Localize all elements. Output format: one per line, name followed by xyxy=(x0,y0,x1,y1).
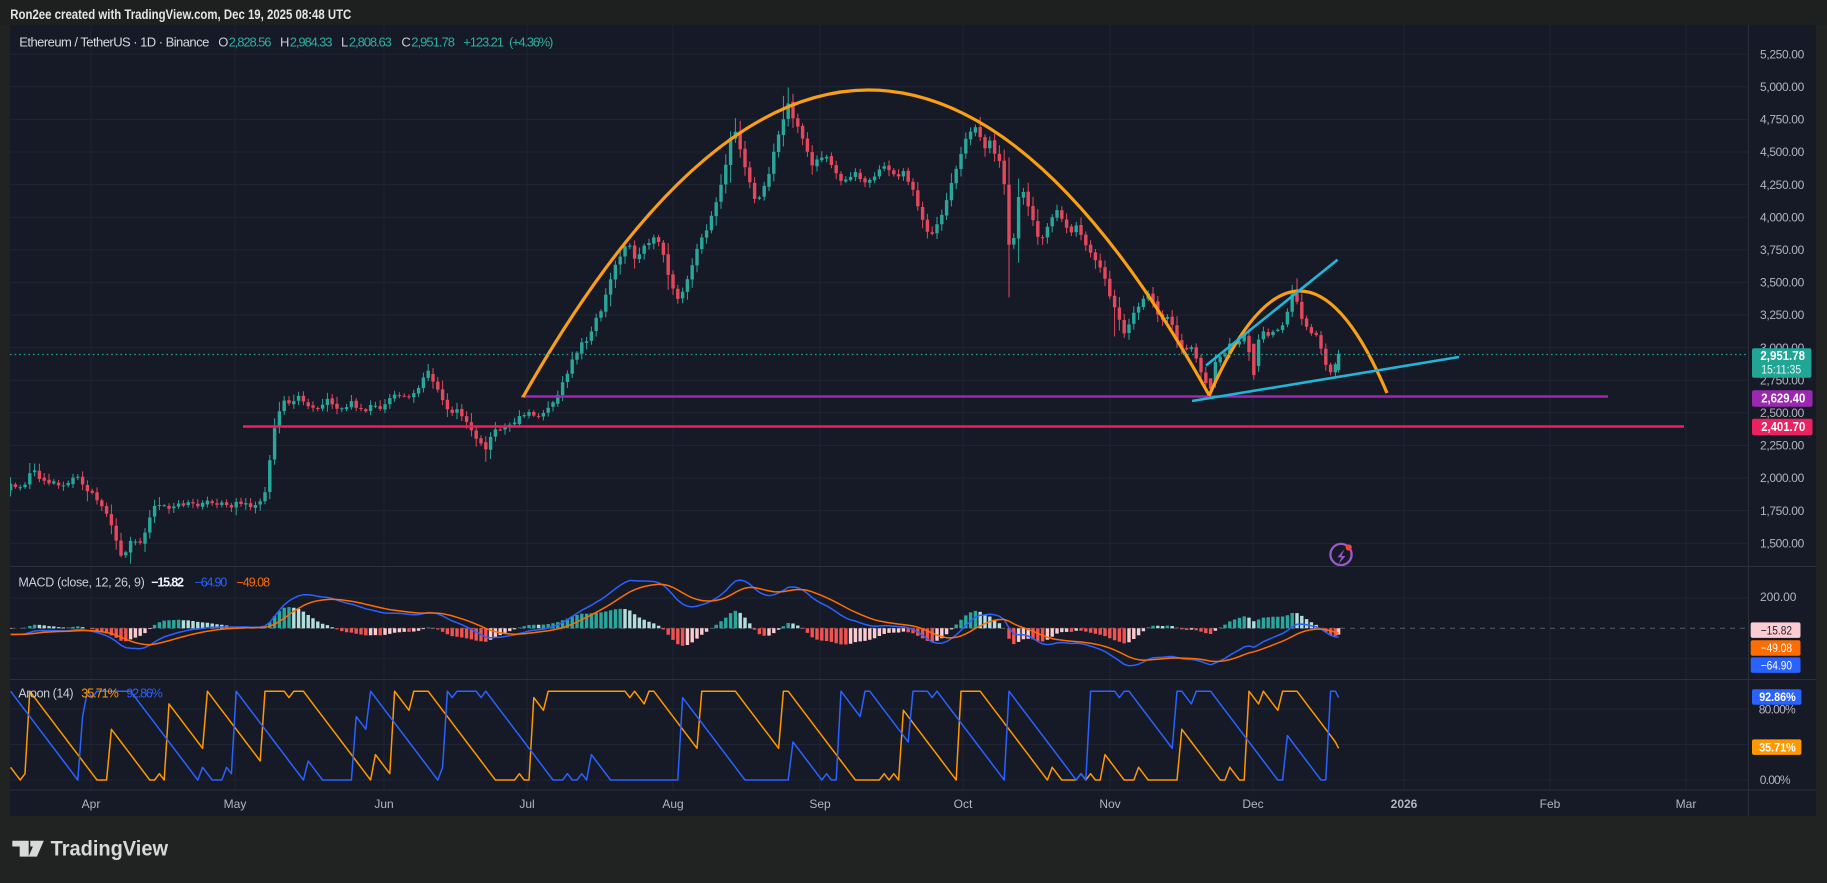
svg-text:+123.21: +123.21 xyxy=(463,34,504,49)
svg-text:C: C xyxy=(401,34,410,49)
svg-text:35.71%: 35.71% xyxy=(81,687,119,701)
svg-text:Apr: Apr xyxy=(82,797,101,811)
svg-text:2,401.70: 2,401.70 xyxy=(1761,420,1805,434)
svg-text:2,951.78: 2,951.78 xyxy=(1760,349,1805,363)
svg-text:5,250.00: 5,250.00 xyxy=(1760,47,1805,61)
svg-text:2,000.00: 2,000.00 xyxy=(1760,471,1805,485)
svg-text:Oct: Oct xyxy=(954,797,973,811)
svg-text:1,500.00: 1,500.00 xyxy=(1760,536,1805,550)
svg-text:2,828.56: 2,828.56 xyxy=(229,34,272,49)
svg-text:3,250.00: 3,250.00 xyxy=(1760,308,1805,322)
svg-text:4,750.00: 4,750.00 xyxy=(1760,113,1805,127)
svg-text:May: May xyxy=(224,797,247,811)
svg-text:92.86%: 92.86% xyxy=(1759,690,1796,704)
svg-text:Ron2ee created with TradingVie: Ron2ee created with TradingView.com, Dec… xyxy=(10,7,351,22)
svg-text:Feb: Feb xyxy=(1540,797,1561,811)
svg-text:Dec: Dec xyxy=(1242,797,1263,811)
svg-text:0.00%: 0.00% xyxy=(1760,773,1791,787)
svg-text:4,000.00: 4,000.00 xyxy=(1760,210,1805,224)
svg-text:Aroon (14): Aroon (14) xyxy=(18,687,73,701)
svg-text:H: H xyxy=(280,34,289,49)
svg-text:4,500.00: 4,500.00 xyxy=(1760,145,1805,159)
svg-text:−15.82: −15.82 xyxy=(151,575,184,589)
svg-text:2026: 2026 xyxy=(1391,797,1418,811)
svg-text:−15.82: −15.82 xyxy=(1761,623,1793,637)
svg-text:Sep: Sep xyxy=(809,797,831,811)
svg-text:−49.08: −49.08 xyxy=(1761,641,1793,655)
svg-text:Jun: Jun xyxy=(374,797,393,811)
svg-text:200.00: 200.00 xyxy=(1760,590,1797,604)
svg-text:4,250.00: 4,250.00 xyxy=(1760,178,1805,192)
svg-text:2,500.00: 2,500.00 xyxy=(1760,406,1805,420)
svg-text:2,629.40: 2,629.40 xyxy=(1761,392,1805,406)
svg-text:1,750.00: 1,750.00 xyxy=(1760,504,1805,518)
svg-text:O: O xyxy=(218,34,228,49)
svg-text:Jul: Jul xyxy=(519,797,534,811)
svg-text:3,500.00: 3,500.00 xyxy=(1760,276,1805,290)
svg-text:92.86%: 92.86% xyxy=(126,687,162,701)
svg-text:35.71%: 35.71% xyxy=(1759,740,1796,754)
svg-text:3,750.00: 3,750.00 xyxy=(1760,243,1805,257)
svg-text:Aug: Aug xyxy=(662,797,683,811)
svg-text:−64.90: −64.90 xyxy=(195,575,228,589)
svg-text:2,250.00: 2,250.00 xyxy=(1760,439,1805,453)
svg-text:Ethereum / TetherUS · 1D · Bin: Ethereum / TetherUS · 1D · Binance xyxy=(19,34,209,49)
svg-text:Mar: Mar xyxy=(1676,797,1697,811)
svg-text:2,808.63: 2,808.63 xyxy=(349,34,392,49)
svg-text:−64.90: −64.90 xyxy=(1761,658,1793,672)
svg-text:−49.08: −49.08 xyxy=(236,575,270,589)
svg-text:2,984.33: 2,984.33 xyxy=(290,34,333,49)
svg-text:80.00%: 80.00% xyxy=(1759,702,1796,716)
svg-text:(+4.36%): (+4.36%) xyxy=(509,34,553,49)
svg-text:15:11:35: 15:11:35 xyxy=(1761,364,1801,376)
svg-text:L: L xyxy=(341,34,348,49)
svg-text:TradingView: TradingView xyxy=(51,837,169,861)
svg-text:5,000.00: 5,000.00 xyxy=(1760,80,1805,94)
svg-text:Nov: Nov xyxy=(1099,797,1120,811)
svg-text:2,951.78: 2,951.78 xyxy=(411,34,455,49)
svg-text:MACD (close, 12, 26, 9): MACD (close, 12, 26, 9) xyxy=(18,575,144,589)
